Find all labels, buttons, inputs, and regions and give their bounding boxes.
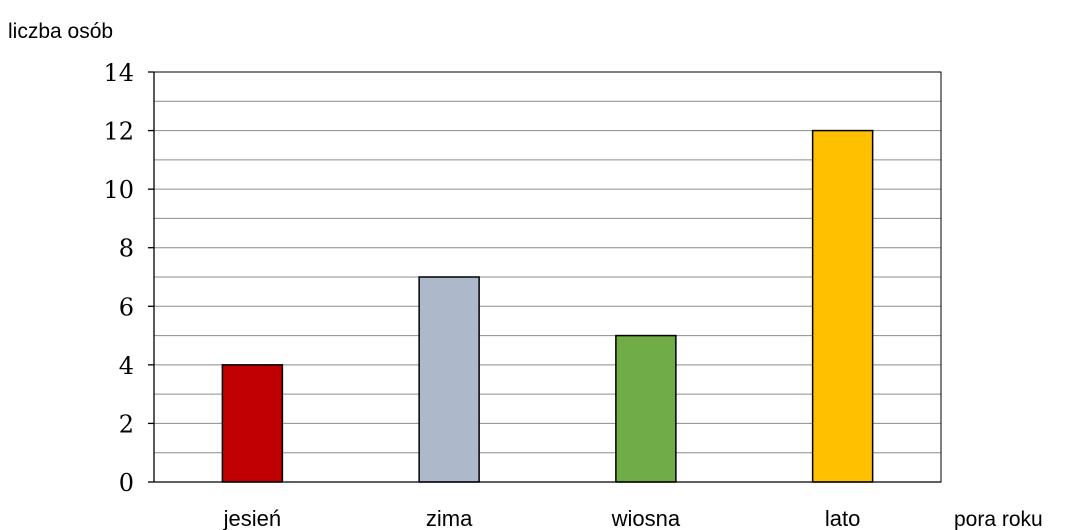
y-tick-label: 10 [103, 176, 134, 204]
bar-2 [418, 276, 480, 483]
category-label: lato [825, 506, 860, 530]
x-axis-title: pora roku [954, 508, 1043, 530]
y-tick-label: 2 [119, 410, 134, 438]
bars [221, 129, 874, 483]
y-tick-label: 12 [103, 118, 134, 146]
y-tick-label: 8 [119, 235, 134, 263]
category-label: wiosna [611, 506, 681, 530]
category-labels: jesień zima wiosna lato [223, 506, 861, 530]
plot-border [153, 71, 942, 483]
category-label: zima [426, 506, 473, 530]
y-tick-labels: 0 2 4 6 8 10 12 14 [103, 59, 154, 497]
category-label: jesień [223, 506, 281, 530]
y-tick-label: 0 [119, 469, 134, 497]
y-tick-label: 14 [103, 59, 134, 87]
bar-3 [615, 334, 677, 483]
y-tick-label: 4 [119, 352, 134, 380]
gridlines [154, 100, 941, 454]
bar-4 [811, 129, 874, 483]
bar-1 [221, 364, 284, 483]
y-tick-label: 6 [119, 293, 134, 321]
y-axis-title: liczba osób [8, 20, 113, 43]
